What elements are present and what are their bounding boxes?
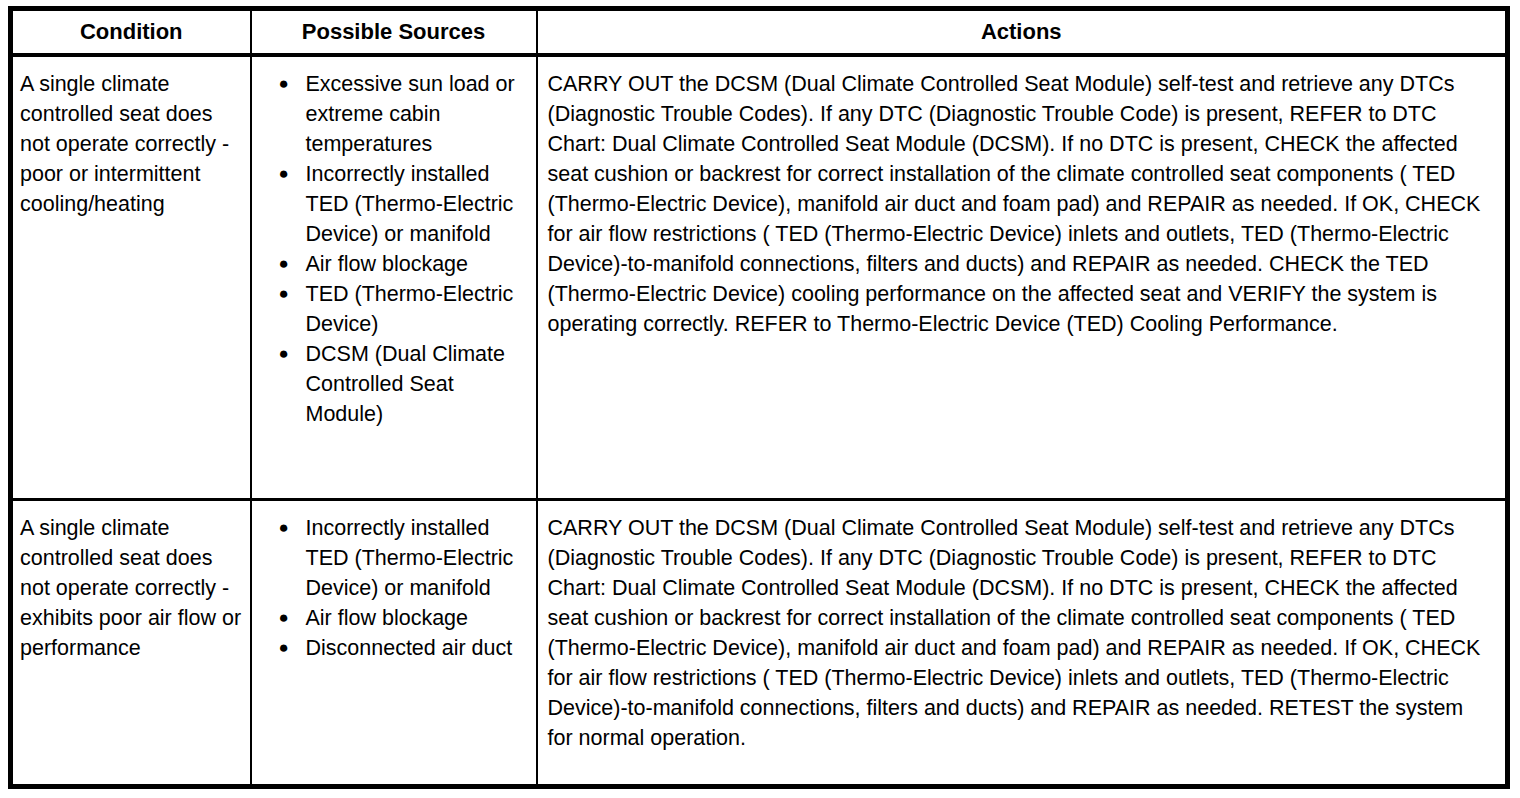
table-header-row: Condition Possible Sources Actions <box>11 9 1508 55</box>
source-list-item: ● Incorrectly installed TED (Thermo-Elec… <box>252 159 530 249</box>
table-row: A single climate controlled seat does no… <box>11 500 1508 787</box>
source-text: Disconnected air duct <box>306 633 530 663</box>
table-row: A single climate controlled seat does no… <box>11 55 1508 500</box>
condition-cell: A single climate controlled seat does no… <box>11 55 251 500</box>
actions-cell: CARRY OUT the DCSM (Dual Climate Control… <box>537 500 1508 787</box>
bullet-icon: ● <box>252 603 306 633</box>
source-text: Excessive sun load or extreme cabin temp… <box>306 69 530 159</box>
possible-sources-cell: ● Incorrectly installed TED (Thermo-Elec… <box>251 500 537 787</box>
source-list-item: ● TED (Thermo-Electric Device) <box>252 279 530 339</box>
bullet-icon: ● <box>252 249 306 279</box>
bullet-icon: ● <box>252 633 306 663</box>
source-text: TED (Thermo-Electric Device) <box>306 279 530 339</box>
source-list-item: ● Incorrectly installed TED (Thermo-Elec… <box>252 513 530 603</box>
source-text: DCSM (Dual Climate Controlled Seat Modul… <box>306 339 530 429</box>
column-header-possible-sources: Possible Sources <box>251 9 537 55</box>
source-list-item: ● Disconnected air duct <box>252 633 530 663</box>
bullet-icon: ● <box>252 513 306 543</box>
diagnostics-table: Condition Possible Sources Actions A sin… <box>8 6 1510 789</box>
source-list-item: ● Air flow blockage <box>252 249 530 279</box>
bullet-icon: ● <box>252 339 306 369</box>
column-header-actions: Actions <box>537 9 1508 55</box>
source-text: Incorrectly installed TED (Thermo-Electr… <box>306 513 530 603</box>
source-text: Air flow blockage <box>306 603 530 633</box>
source-list-item: ● DCSM (Dual Climate Controlled Seat Mod… <box>252 339 530 429</box>
condition-cell: A single climate controlled seat does no… <box>11 500 251 787</box>
source-text: Incorrectly installed TED (Thermo-Electr… <box>306 159 530 249</box>
bullet-icon: ● <box>252 69 306 99</box>
bullet-icon: ● <box>252 279 306 309</box>
possible-sources-cell: ● Excessive sun load or extreme cabin te… <box>251 55 537 500</box>
page: Condition Possible Sources Actions A sin… <box>0 0 1520 798</box>
column-header-condition: Condition <box>11 9 251 55</box>
source-text: Air flow blockage <box>306 249 530 279</box>
actions-cell: CARRY OUT the DCSM (Dual Climate Control… <box>537 55 1508 500</box>
source-list-item: ● Air flow blockage <box>252 603 530 633</box>
bullet-icon: ● <box>252 159 306 189</box>
source-list-item: ● Excessive sun load or extreme cabin te… <box>252 69 530 159</box>
